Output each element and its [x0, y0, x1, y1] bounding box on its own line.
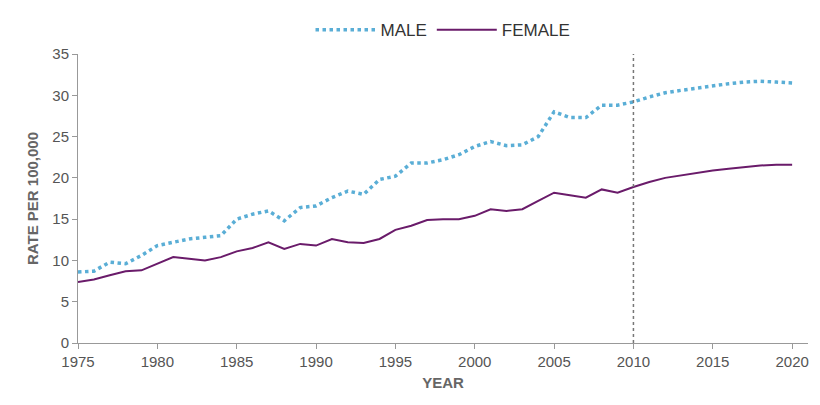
svg-text:1985: 1985 [220, 353, 253, 370]
svg-text:10: 10 [52, 252, 69, 269]
svg-text:30: 30 [52, 87, 69, 104]
svg-text:5: 5 [61, 293, 69, 310]
svg-text:1980: 1980 [141, 353, 174, 370]
svg-text:2020: 2020 [775, 353, 808, 370]
svg-text:2000: 2000 [458, 353, 491, 370]
svg-text:20: 20 [52, 169, 69, 186]
svg-text:15: 15 [52, 210, 69, 227]
svg-text:25: 25 [52, 128, 69, 145]
svg-text:1995: 1995 [379, 353, 412, 370]
svg-text:YEAR: YEAR [422, 374, 464, 391]
svg-text:FEMALE: FEMALE [502, 21, 570, 40]
svg-text:2010: 2010 [617, 353, 650, 370]
svg-text:1990: 1990 [299, 353, 332, 370]
svg-text:2005: 2005 [537, 353, 570, 370]
svg-text:1975: 1975 [61, 353, 94, 370]
svg-text:0: 0 [61, 334, 69, 351]
svg-text:RATE PER 100,000: RATE PER 100,000 [24, 132, 41, 265]
svg-text:2015: 2015 [696, 353, 729, 370]
svg-text:MALE: MALE [381, 21, 427, 40]
svg-text:35: 35 [52, 45, 69, 62]
